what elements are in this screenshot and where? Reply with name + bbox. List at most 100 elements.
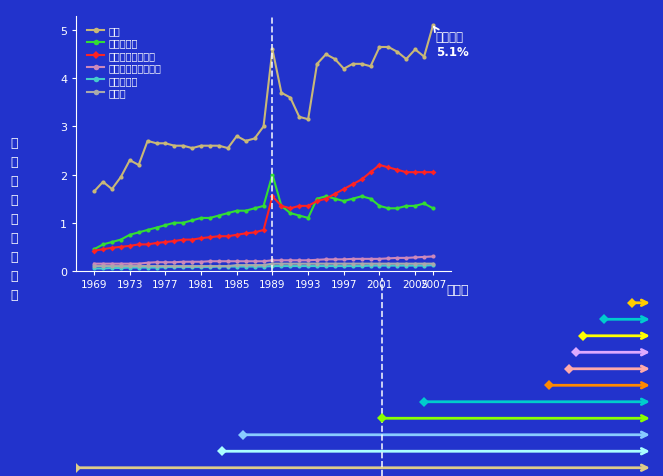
ムーコル症	[206, 265, 214, 270]
クリプトコックス症	[286, 258, 294, 264]
その他	[357, 261, 365, 267]
カンジダ症	[402, 204, 410, 209]
カンジダ症	[385, 206, 392, 212]
全体	[375, 45, 383, 51]
全体	[117, 175, 125, 180]
全体	[215, 144, 223, 149]
ムーコル症	[152, 265, 160, 271]
クリプトコックス症	[429, 254, 437, 260]
その他	[322, 261, 330, 267]
カンジダ症	[251, 206, 259, 212]
ムーコル症	[117, 266, 125, 271]
ムーコル症	[108, 266, 116, 271]
アスペルギルス症	[242, 231, 250, 237]
全体	[331, 57, 339, 63]
アスペルギルス症	[144, 242, 152, 248]
ムーコル症	[170, 265, 178, 270]
全体	[126, 158, 134, 164]
その他	[286, 261, 294, 267]
その他	[242, 263, 250, 268]
ムーコル症	[313, 264, 321, 269]
その他	[117, 264, 125, 269]
ムーコル症	[135, 265, 143, 271]
その他	[188, 264, 196, 269]
カンジダ症	[215, 213, 223, 219]
ムーコル症	[251, 264, 259, 270]
その他	[385, 261, 392, 267]
全体	[295, 115, 303, 120]
Text: 真: 真	[11, 136, 19, 149]
クリプトコックス症	[242, 259, 250, 265]
クリプトコックス症	[152, 260, 160, 266]
Text: 症: 症	[11, 174, 19, 188]
カンジダ症	[349, 197, 357, 202]
アスペルギルス症	[331, 191, 339, 197]
ムーコル症	[411, 263, 419, 269]
ムーコル症	[99, 266, 107, 272]
その他	[259, 263, 267, 268]
アスペルギルス症	[99, 247, 107, 253]
クリプトコックス症	[188, 259, 196, 265]
Line: クリプトコックス症: クリプトコックス症	[92, 255, 435, 266]
ムーコル症	[269, 264, 276, 269]
全体	[304, 117, 312, 123]
その他	[313, 261, 321, 267]
その他	[331, 261, 339, 267]
Text: （: （	[11, 250, 19, 264]
ムーコル症	[429, 263, 437, 268]
アスペルギルス症	[224, 234, 232, 239]
カンジダ症	[152, 225, 160, 231]
全体	[411, 48, 419, 53]
全体	[286, 96, 294, 101]
ムーコル症	[357, 264, 365, 269]
全体	[99, 179, 107, 185]
アスペルギルス症	[375, 163, 383, 169]
その他	[224, 264, 232, 269]
アスペルギルス症	[367, 170, 375, 176]
アスペルギルス症	[357, 177, 365, 183]
全体	[259, 124, 267, 130]
クリプトコックス症	[420, 255, 428, 260]
Text: 度: 度	[11, 231, 19, 245]
アスペルギルス症	[340, 187, 348, 192]
全体	[340, 67, 348, 72]
クリプトコックス症	[215, 259, 223, 265]
クリプトコックス症	[197, 259, 205, 265]
Text: 頻: 頻	[11, 212, 19, 226]
クリプトコックス症	[277, 258, 285, 264]
全体	[269, 48, 276, 53]
ムーコル症	[295, 264, 303, 269]
その他	[393, 261, 401, 267]
全体	[135, 163, 143, 169]
全体	[357, 62, 365, 68]
ムーコル症	[277, 264, 285, 269]
ムーコル症	[144, 265, 152, 271]
全体	[144, 139, 152, 144]
ムーコル症	[393, 263, 401, 269]
全体	[420, 55, 428, 60]
クリプトコックス症	[367, 257, 375, 262]
その他	[99, 264, 107, 269]
ムーコル症	[259, 264, 267, 270]
カンジダ症	[357, 194, 365, 200]
Line: 全体: 全体	[92, 24, 435, 194]
カンジダ症	[277, 204, 285, 209]
その他	[269, 261, 276, 267]
その他	[179, 264, 187, 269]
クリプトコックス症	[90, 261, 98, 267]
アスペルギルス症	[393, 168, 401, 173]
ムーコル症	[197, 265, 205, 270]
カンジダ症	[206, 216, 214, 221]
その他	[152, 264, 160, 269]
アスペルギルス症	[215, 234, 223, 239]
カンジダ症	[117, 237, 125, 243]
カンジダ症	[108, 239, 116, 245]
クリプトコックス症	[331, 257, 339, 263]
その他	[402, 261, 410, 267]
アスペルギルス症	[135, 242, 143, 248]
Legend: 全体, カンジダ症, アスペルギルス症, クリプトコックス症, ムーコル症, その他: 全体, カンジダ症, アスペルギルス症, クリプトコックス症, ムーコル症, そ…	[85, 24, 163, 100]
アスペルギルス症	[108, 246, 116, 251]
全体	[170, 144, 178, 149]
アスペルギルス症	[420, 170, 428, 176]
全体	[242, 139, 250, 144]
